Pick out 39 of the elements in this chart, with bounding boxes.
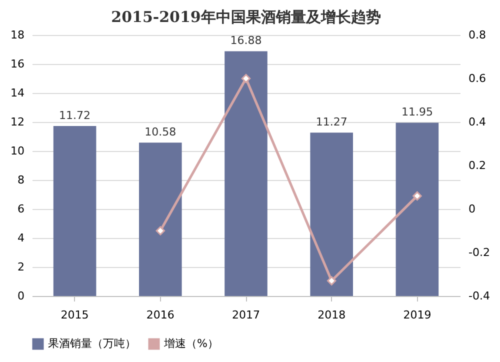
y2-tick-label: 0 — [468, 202, 476, 216]
y2-tick-label: 0.8 — [468, 28, 486, 42]
point — [326, 276, 336, 286]
point — [412, 191, 422, 201]
y-tick-label: 0 — [18, 290, 24, 302]
x-tick-label: 2015 — [60, 308, 89, 322]
text: 16.88 — [230, 34, 262, 48]
text: 11.95 — [401, 106, 433, 119]
x-tick-label: 2019 — [403, 308, 432, 322]
point — [156, 226, 166, 236]
legend-label: 果酒销量（万吨） — [48, 337, 136, 350]
y-tick-label: 2 — [18, 260, 24, 274]
y-tick-label: 18 — [10, 28, 24, 42]
chart-title: 2015-2019年中国果酒销量及增长趋势 — [111, 8, 381, 26]
y2-tick-label: 0.2 — [468, 159, 486, 172]
y2-tick-label: 0.4 — [468, 116, 486, 128]
y-tick-label: 12 — [10, 116, 24, 128]
y-tick-label: 14 — [10, 86, 24, 100]
x-tick-label: 2018 — [318, 308, 346, 322]
y-tick-label: 8 — [18, 174, 24, 186]
bar — [310, 132, 353, 296]
x-tick-label: 2017 — [232, 308, 260, 322]
point — [241, 74, 251, 84]
y2-tick-label: -0.2 — [468, 246, 490, 259]
x-tick-label: 2016 — [146, 308, 174, 322]
y2-tick-label: 0.6 — [468, 72, 486, 85]
text: 11.27 — [316, 116, 348, 129]
text: 11.72 — [59, 109, 91, 122]
y-tick-label: 4 — [18, 232, 24, 244]
bar — [224, 51, 268, 296]
bar — [139, 142, 182, 296]
bar — [53, 126, 96, 296]
y-tick-label: 16 — [10, 58, 24, 70]
legend-label: 增速（%） — [163, 337, 218, 350]
text: 10.58 — [144, 126, 176, 139]
bar — [396, 122, 439, 296]
y2-tick-label: -0.4 — [468, 290, 490, 302]
y-tick-label: 10 — [10, 144, 24, 158]
y-tick-label: 6 — [18, 202, 24, 216]
